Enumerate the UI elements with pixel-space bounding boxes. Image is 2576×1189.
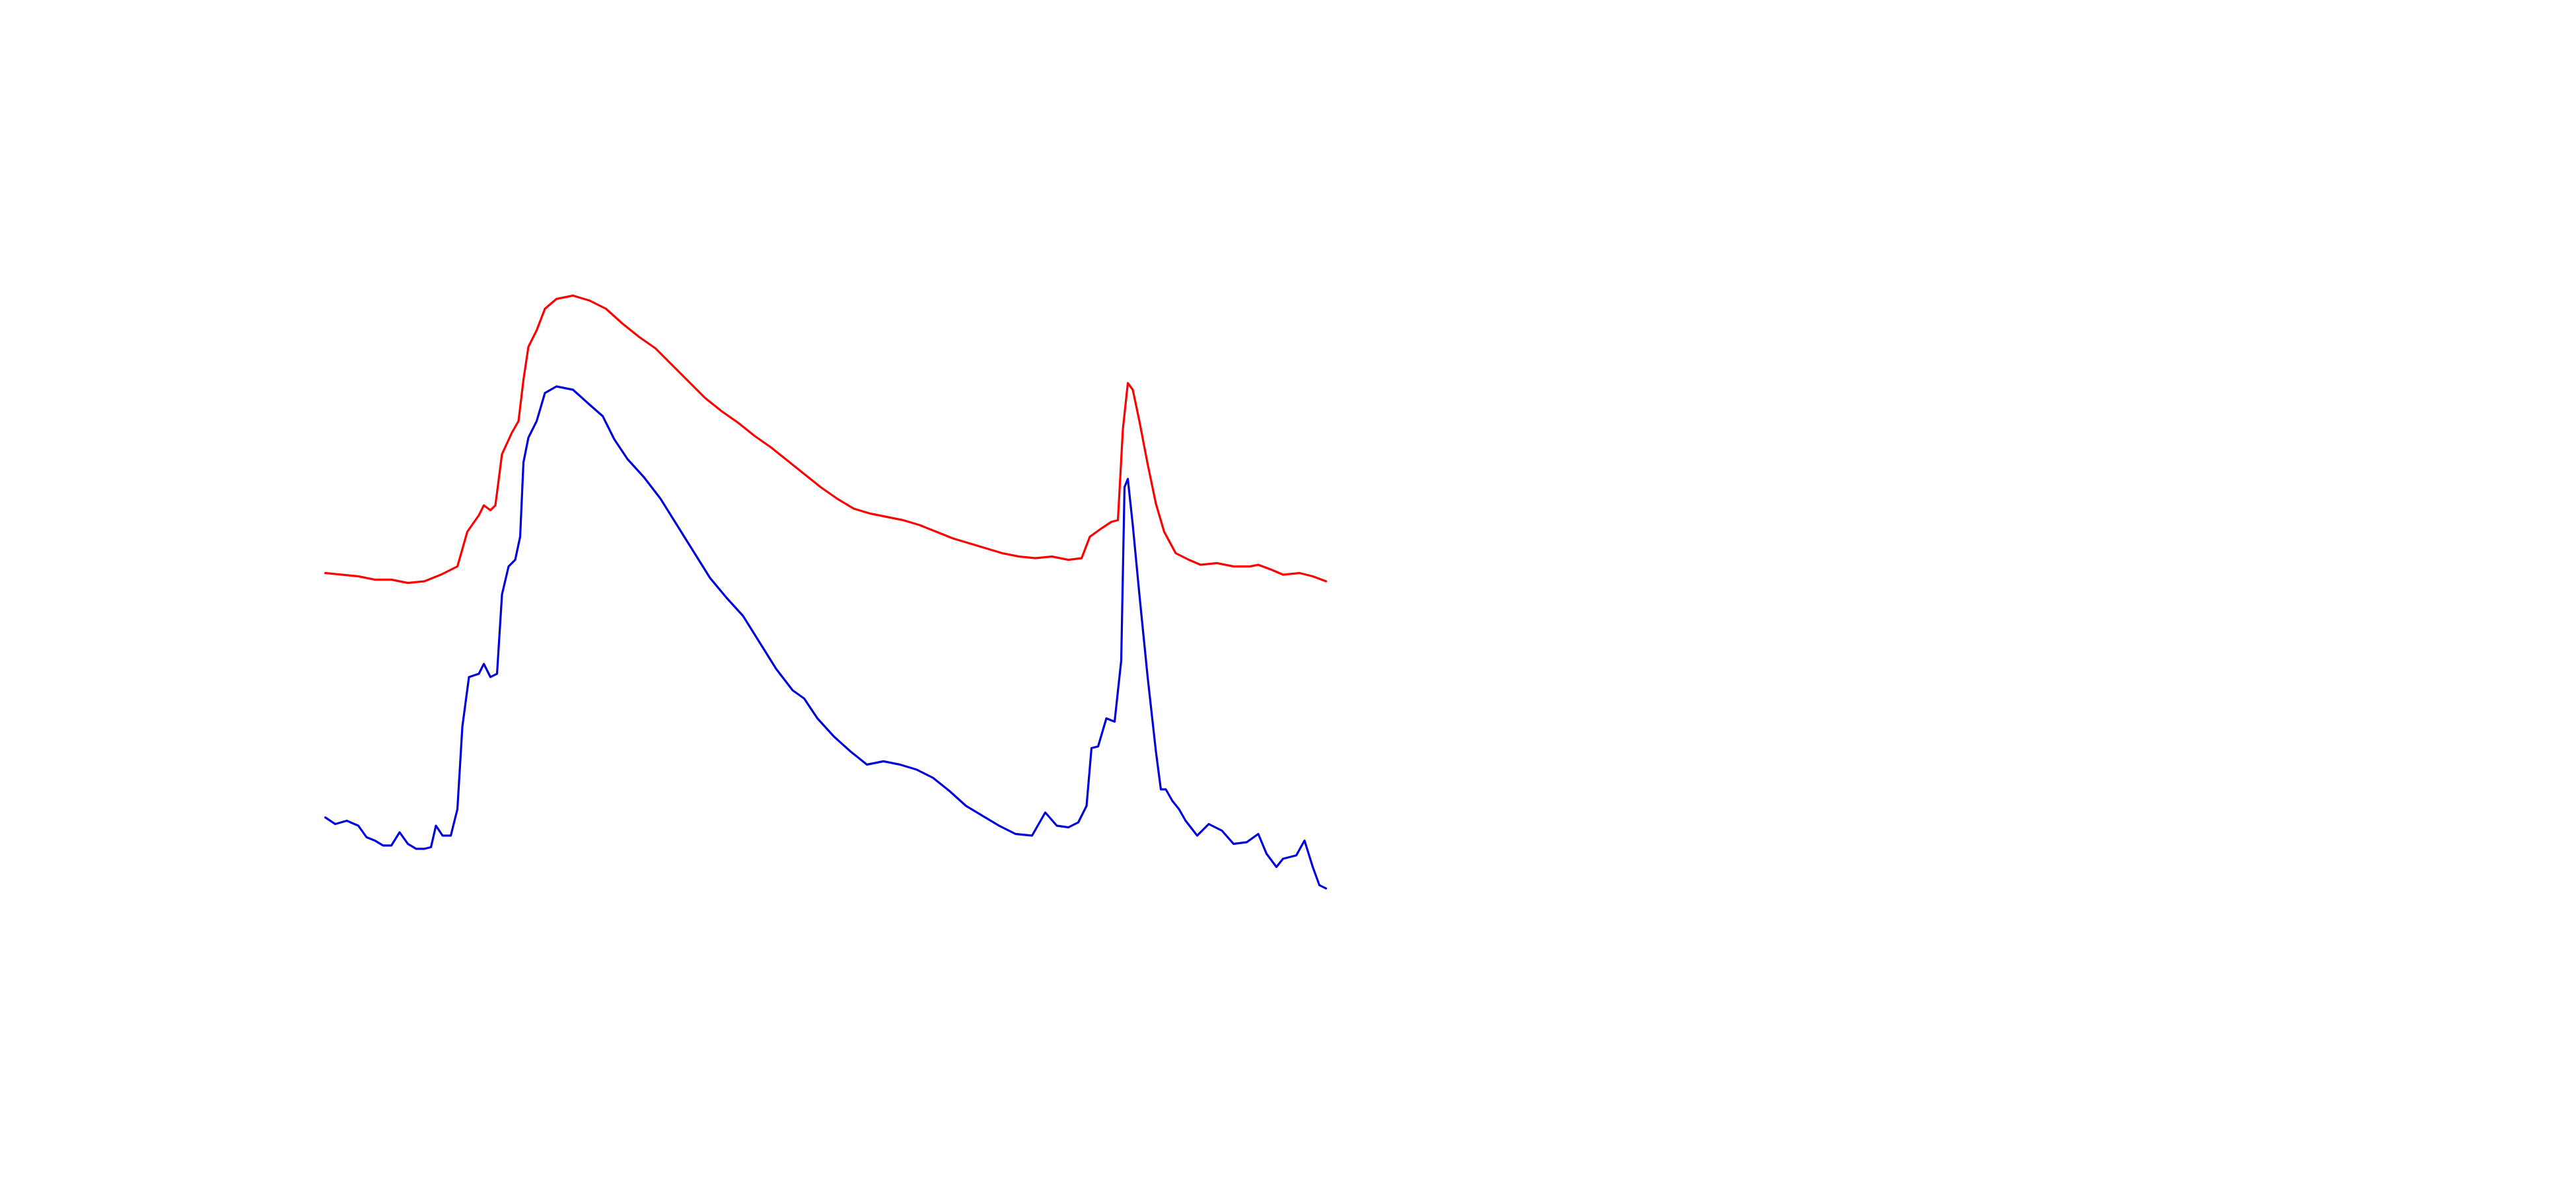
line-series: [324, 294, 1328, 585]
line-series: [324, 385, 1328, 890]
